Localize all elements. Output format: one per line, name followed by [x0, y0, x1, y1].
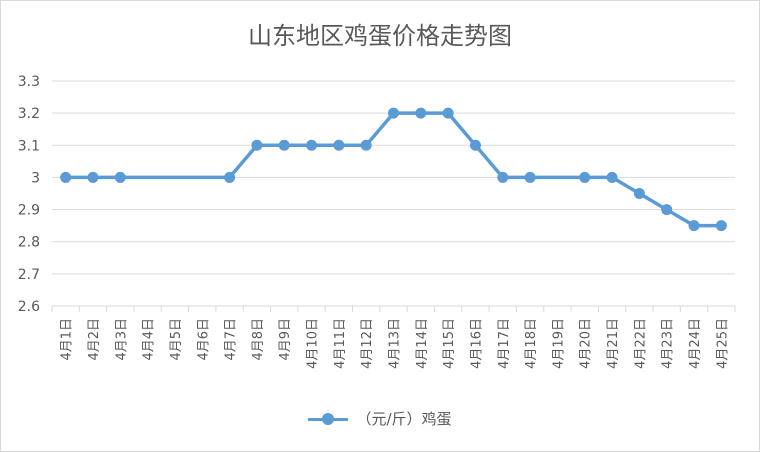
- data-point: [442, 107, 454, 119]
- y-tick-label: 2.6: [18, 299, 40, 315]
- x-tick-label: 4月16日: [469, 318, 484, 369]
- y-tick-label: 3.2: [18, 106, 40, 122]
- x-tick-label: 4月18日: [524, 318, 539, 369]
- data-point: [415, 107, 427, 119]
- data-point: [224, 171, 236, 183]
- series-line: [65, 111, 722, 228]
- x-tick-label: 4月4日: [142, 318, 157, 361]
- data-point: [715, 220, 727, 232]
- y-tick-label: 3.3: [18, 74, 40, 90]
- x-tick-label: 4月12日: [360, 318, 375, 369]
- data-point: [579, 171, 591, 183]
- data-point: [306, 139, 318, 151]
- y-tick-label: 2.7: [18, 267, 40, 283]
- data-point: [114, 171, 126, 183]
- x-tick-label: 4月25日: [715, 318, 730, 369]
- data-point: [333, 139, 345, 151]
- x-tick-label: 4月7日: [224, 318, 239, 361]
- x-tick-label: 4月6日: [196, 318, 211, 361]
- data-point: [388, 107, 399, 119]
- data-point: [60, 171, 72, 183]
- x-tick-label: 4月21日: [606, 318, 621, 369]
- chart-title: 山东地区鸡蛋价格走势图: [248, 22, 512, 50]
- y-tick-label: 3: [31, 170, 40, 186]
- x-tick-label: 4月3日: [114, 318, 129, 361]
- data-point: [251, 139, 263, 151]
- legend-marker: [308, 412, 349, 425]
- x-tick-label: 4月10日: [306, 318, 321, 369]
- x-tick-label: 4月2日: [87, 318, 102, 361]
- x-tick-label: 4月13日: [388, 318, 403, 369]
- y-tick-label: 2.8: [18, 235, 40, 251]
- x-tick-label: 4月15日: [442, 318, 457, 369]
- y-tick-label: 3.1: [18, 138, 40, 154]
- x-tick-label: 4月9日: [278, 318, 293, 361]
- x-tick-label: 4月11日: [333, 318, 348, 369]
- data-point: [278, 139, 290, 151]
- x-tick-label: 4月5日: [169, 318, 184, 361]
- data-point: [606, 171, 618, 183]
- legend-label: （元/斤）鸡蛋: [356, 410, 452, 428]
- data-point: [497, 171, 509, 183]
- x-tick-label: 4月14日: [415, 318, 430, 369]
- x-tick-label: 4月24日: [688, 318, 703, 369]
- x-tick-label: 4月8日: [251, 318, 266, 361]
- y-tick-label: 2.9: [18, 203, 40, 219]
- x-tick-label: 4月19日: [551, 318, 566, 369]
- x-tick-label: 4月23日: [661, 318, 676, 369]
- data-point: [524, 171, 536, 183]
- x-tick-label: 4月20日: [579, 318, 594, 369]
- legend: （元/斤）鸡蛋: [0, 408, 760, 429]
- data-point: [87, 171, 99, 183]
- data-point: [661, 204, 673, 216]
- data-point: [633, 188, 645, 199]
- data-point: [469, 139, 481, 151]
- data-point: [688, 220, 700, 232]
- x-tick-label: 4月22日: [633, 318, 648, 369]
- data-point: [360, 139, 372, 151]
- x-tick-label: 4月1日: [60, 318, 75, 361]
- x-tick-label: 4月17日: [497, 318, 512, 369]
